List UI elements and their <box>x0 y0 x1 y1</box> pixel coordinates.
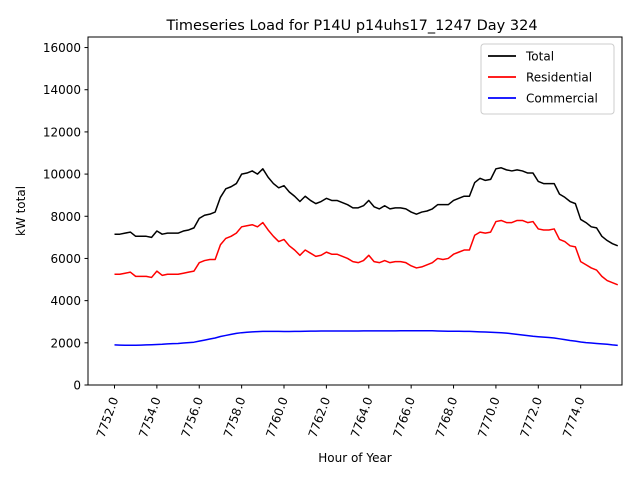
series-line-residential <box>114 219 619 286</box>
legend-label-total: Total <box>525 50 554 64</box>
plot-frame <box>87 36 623 386</box>
legend-box <box>480 43 615 115</box>
y-tick-label: 14000 <box>43 83 81 97</box>
y-tick-label: 4000 <box>50 294 81 308</box>
y-tick-label: 6000 <box>50 252 81 266</box>
y-tick-label: 10000 <box>43 168 81 182</box>
y-tick-label: 8000 <box>50 210 81 224</box>
series-line-total <box>114 167 619 247</box>
legend-label-commercial: Commercial <box>526 92 598 106</box>
chart-title: Timeseries Load for P14U p14uhs17_1247 D… <box>165 18 537 34</box>
y-axis-title: kW total <box>14 186 28 236</box>
legend-label-residential: Residential <box>526 71 592 85</box>
y-tick-label: 2000 <box>50 336 81 350</box>
y-tick-label: 0 <box>73 379 81 393</box>
series-line-commercial <box>114 329 618 347</box>
y-axis: 0 2000 4000 6000 8000 10000 12000 14000 16000 <box>43 41 88 393</box>
y-tick-label: 16000 <box>43 41 81 55</box>
y-tick-label: 12000 <box>43 125 81 139</box>
x-axis-title: Hour of Year <box>318 451 392 465</box>
series-layer <box>114 167 619 347</box>
legend: Total Residential Commercial <box>480 43 615 115</box>
